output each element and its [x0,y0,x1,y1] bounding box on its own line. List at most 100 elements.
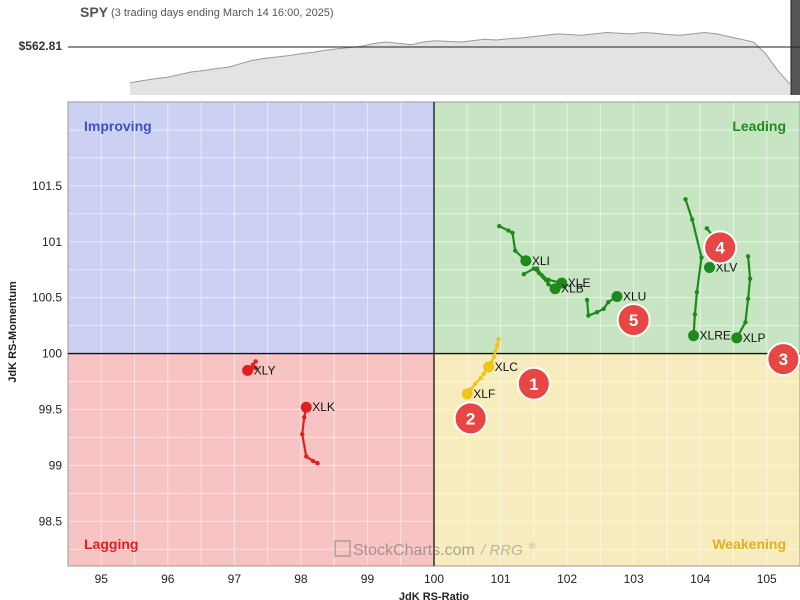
tail-point[interactable] [497,223,502,229]
badge-number: 2 [466,409,475,428]
tail-point[interactable] [594,309,600,315]
tail-point[interactable] [539,273,545,278]
tail-xlf: XLF [461,365,495,401]
tail-point[interactable] [253,359,258,364]
badge-number: 3 [779,350,788,369]
tail-point[interactable] [496,336,501,342]
tail-point[interactable] [250,362,256,367]
tail-point[interactable] [495,343,500,348]
tail-point[interactable] [683,197,688,202]
x-tick-label: 105 [757,572,777,586]
spy-symbol: SPY [80,4,109,20]
callout-badge: 1 [516,366,551,401]
tail-point[interactable] [543,277,548,282]
tail-point[interactable] [689,217,695,222]
tail-point[interactable] [745,296,751,301]
watermark-reg: ® [529,541,536,551]
x-tick-label: 96 [161,572,175,586]
tail-label: XLE [568,276,591,290]
x-tick-label: 102 [557,572,577,586]
tail-point[interactable] [473,381,478,386]
tail-head-point[interactable] [242,364,254,376]
tail-head-point[interactable] [703,261,715,273]
tail-head-point[interactable] [300,401,312,413]
label-lagging: Lagging [84,536,138,552]
tail-xlb: XLB [534,266,584,296]
tail-point[interactable] [699,255,704,260]
badge-number: 4 [715,238,725,257]
tail-point[interactable] [704,226,710,231]
tail-head-point[interactable] [549,283,561,295]
tail-point[interactable] [546,282,551,287]
tail-head-point[interactable] [611,291,623,303]
tail-point[interactable] [310,458,316,464]
tail-point[interactable] [692,312,698,317]
tail-point[interactable] [485,365,490,371]
tail-point[interactable] [745,254,751,259]
watermark-suffix: / RRG [480,542,523,559]
tail-xlre: XLRE [683,197,731,343]
tail-head-point[interactable] [731,332,743,344]
tail-point[interactable] [531,266,537,271]
tail-xly: XLY [242,359,275,377]
x-tick-label: 100 [424,572,444,586]
tail-label: XLRE [700,329,731,343]
badge-circle [453,401,488,436]
tail-point[interactable] [304,454,309,459]
tail-point[interactable] [300,431,305,437]
tail-point[interactable] [743,320,748,325]
tail-point[interactable] [491,354,497,360]
tail-label: XLU [623,290,646,304]
callout-badge: 5 [616,303,651,338]
x-tick-label: 104 [690,572,710,586]
tail-head-point[interactable] [520,255,532,267]
y-axis-label: JdK RS-Momentum [7,281,19,383]
tail-point[interactable] [478,375,483,381]
tail-head-point[interactable] [461,388,473,400]
tail-label: XLY [254,363,276,377]
tail-point[interactable] [481,371,487,376]
y-tick-label: 99 [49,458,63,472]
tail-point[interactable] [506,228,511,233]
label-improving: Improving [84,118,152,134]
tail-xli: XLI [497,223,550,268]
tail-point[interactable] [493,349,498,354]
center-axes [68,102,800,566]
quadrant-improving [68,102,434,354]
label-leading: Leading [732,118,786,134]
tail-point[interactable] [512,248,518,253]
tail-point[interactable] [534,266,540,271]
x-axis-label: JdK RS-Ratio [399,591,470,600]
spy-fill [130,32,790,95]
badge-circle [616,303,651,338]
y-tick-label: 100 [42,347,62,361]
tail-point[interactable] [510,230,515,236]
tail-point[interactable] [315,460,320,466]
badge-circle [516,366,551,401]
spy-line [129,31,791,85]
y-tick-label: 101.5 [32,179,62,193]
tail-xlu: XLU [584,290,646,318]
y-tick-label: 101 [42,235,62,249]
callout-badge: 3 [766,342,800,377]
tail-point[interactable] [521,271,527,277]
tail-label: XLF [473,387,495,401]
tail-point[interactable] [302,415,307,420]
label-weakening: Weakening [712,536,786,552]
tail-head-point[interactable] [688,330,700,342]
x-tick-label: 99 [361,572,375,586]
tail-point[interactable] [694,289,700,295]
tail-line [684,198,703,336]
callout-badges: 1 2 3 4 5 [453,230,800,436]
tail-point[interactable] [584,297,590,303]
tail-point[interactable] [747,276,753,281]
tail-point[interactable] [601,306,606,312]
tail-point[interactable] [586,313,591,318]
y-tick-label: 98.5 [39,514,63,528]
tail-point[interactable] [606,299,611,305]
stockcharts-logo-icon [334,540,351,557]
tail-point[interactable] [253,365,258,371]
tail-xlk: XLK [300,400,335,466]
